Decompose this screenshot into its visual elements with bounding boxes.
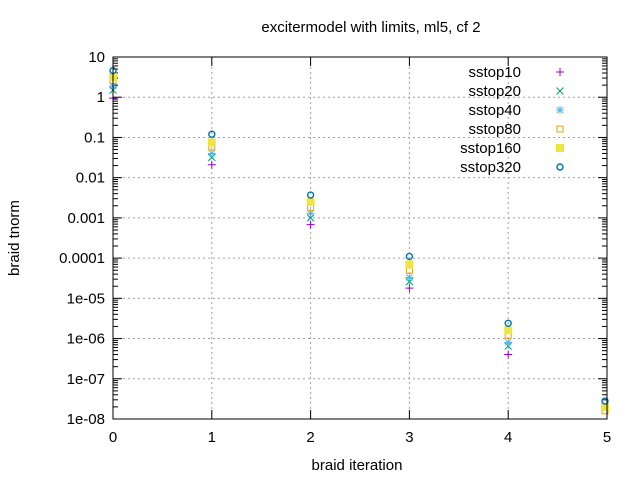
- legend-label: sstop160: [460, 140, 521, 157]
- legend-item: sstop80: [468, 121, 564, 138]
- y-tick-label: 1e-08: [67, 411, 105, 428]
- data-points: [109, 66, 609, 415]
- data-point: [405, 273, 414, 282]
- data-point: [504, 326, 513, 335]
- series-sstop160: [109, 72, 609, 411]
- legend-label: sstop320: [460, 159, 521, 176]
- x-axis-label: braid iteration: [312, 457, 403, 474]
- data-point: [207, 149, 216, 158]
- data-point: [504, 338, 513, 347]
- data-point: [405, 260, 414, 269]
- legend-label: sstop40: [468, 102, 521, 119]
- y-axis-label: braid tnorm: [6, 200, 23, 276]
- legend-label: sstop80: [468, 121, 521, 138]
- data-point: [405, 252, 414, 261]
- legend-item: sstop10: [468, 64, 564, 81]
- x-tick-label: 5: [603, 429, 611, 446]
- data-point: [207, 160, 216, 169]
- data-point: [306, 197, 315, 206]
- data-point: [208, 130, 216, 138]
- legend-item: sstop40: [468, 102, 564, 119]
- y-tick-label: 1e-07: [67, 371, 105, 388]
- legend-marker: [556, 163, 564, 171]
- data-point: [504, 350, 513, 359]
- y-tick-label: 0.1: [84, 129, 105, 146]
- legend-marker: [556, 68, 564, 76]
- x-tick-label: 0: [109, 429, 117, 446]
- axis-ticks: [112, 56, 608, 420]
- y-tick-label: 1: [97, 89, 105, 106]
- plot-frame: [112, 56, 608, 420]
- grid: [113, 57, 607, 419]
- data-point: [306, 191, 315, 199]
- legend-marker: [556, 144, 564, 152]
- x-tick-label: 3: [405, 429, 413, 446]
- y-tick-label: 0.001: [67, 210, 105, 227]
- legend-item: sstop320: [460, 159, 564, 176]
- y-tick-label: 0.0001: [59, 250, 105, 267]
- series-sstop320: [109, 66, 609, 405]
- x-tick-label: 4: [504, 429, 512, 446]
- y-tick-label: 1e-06: [67, 331, 105, 348]
- data-point: [306, 209, 315, 218]
- x-tick-label: 1: [208, 429, 216, 446]
- legend-label: sstop10: [468, 64, 521, 81]
- series-sstop40: [109, 82, 513, 347]
- data-point: [405, 284, 414, 293]
- y-tick-label: 1e-05: [67, 290, 105, 307]
- legend-item: sstop20: [468, 83, 564, 100]
- legend-marker: [556, 106, 564, 114]
- y-tick-label: 0.01: [76, 170, 105, 187]
- legend-item: sstop160: [460, 140, 564, 157]
- y-tick-label: 10: [88, 49, 105, 66]
- chart-title: excitermodel with limits, ml5, cf 2: [261, 19, 480, 36]
- legend-marker: [556, 87, 564, 95]
- data-point: [306, 220, 315, 229]
- legend-label: sstop20: [468, 83, 521, 100]
- data-point: [207, 138, 216, 147]
- data-point: [601, 397, 609, 405]
- x-tick-label: 2: [306, 429, 314, 446]
- x-tick-labels: 0 1 2 3 4 5: [109, 429, 611, 446]
- legend: sstop10 sstop20 sstop40 sstop80 sstop160 ssto…: [460, 64, 564, 176]
- y-tick-labels: 10 1 0.1 0.01 0.001 0.0001 1e-05 1e-06 1e-07 1e-0…: [59, 49, 105, 428]
- data-point: [504, 319, 512, 327]
- series-sstop80: [109, 77, 609, 415]
- legend-marker: [556, 125, 564, 133]
